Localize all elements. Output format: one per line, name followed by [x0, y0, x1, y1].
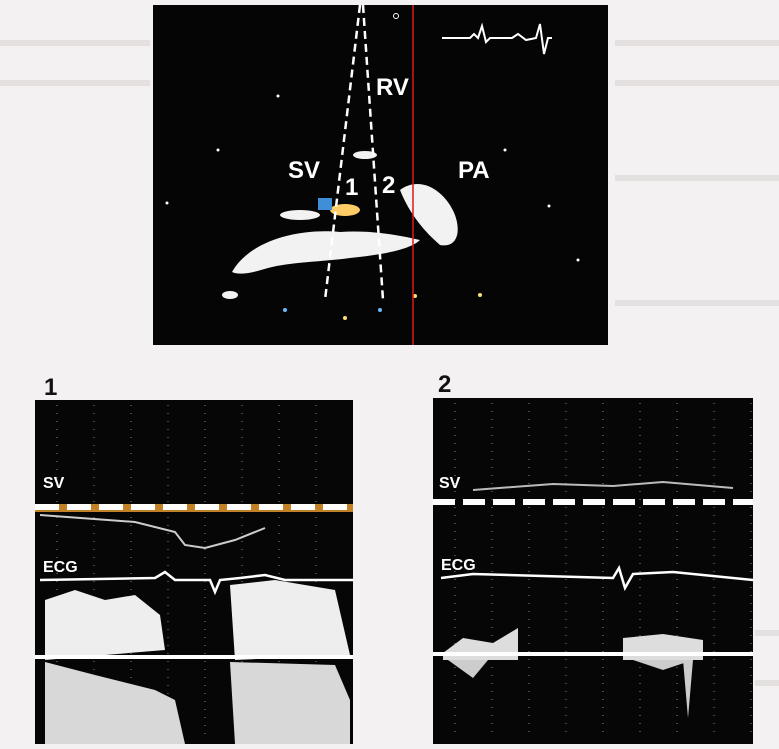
label: 2	[382, 172, 395, 199]
label: SV	[288, 157, 320, 184]
label: ECG	[441, 557, 476, 574]
figure: RV SV 1 2 PA 1 2 SV ECG SV ECG	[0, 0, 779, 744]
label: SV	[43, 475, 65, 492]
m-mode-panel: SV ECG	[433, 398, 753, 744]
panel-label: 2	[438, 371, 451, 398]
label: ECG	[43, 559, 78, 576]
page: RV SV 1 2 PA 1 2 SV ECG SV ECG (() => { …	[0, 0, 779, 744]
label: 1	[345, 174, 358, 201]
panel-label: 1	[44, 374, 57, 401]
panel-background	[433, 398, 753, 744]
m-mode-panel: SV ECG	[35, 400, 353, 744]
label: SV	[439, 475, 461, 492]
label: PA	[458, 157, 490, 184]
label: RV	[376, 74, 409, 101]
panel-background	[153, 5, 608, 345]
top-echo-panel: RV SV 1 2 PA	[153, 5, 608, 345]
